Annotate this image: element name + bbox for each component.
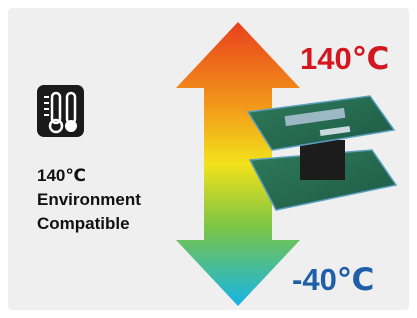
max-temp-label: 140℃ xyxy=(300,41,389,76)
feature-line: 140℃ xyxy=(37,166,86,185)
feature-line: Environment xyxy=(37,190,141,209)
thermometer-icon xyxy=(37,85,84,137)
feature-line: Compatible xyxy=(37,214,130,233)
min-temp-label: -40℃ xyxy=(292,262,374,297)
product-panel: 140℃ -40℃ 140℃ Environment Compatible xyxy=(0,0,417,318)
